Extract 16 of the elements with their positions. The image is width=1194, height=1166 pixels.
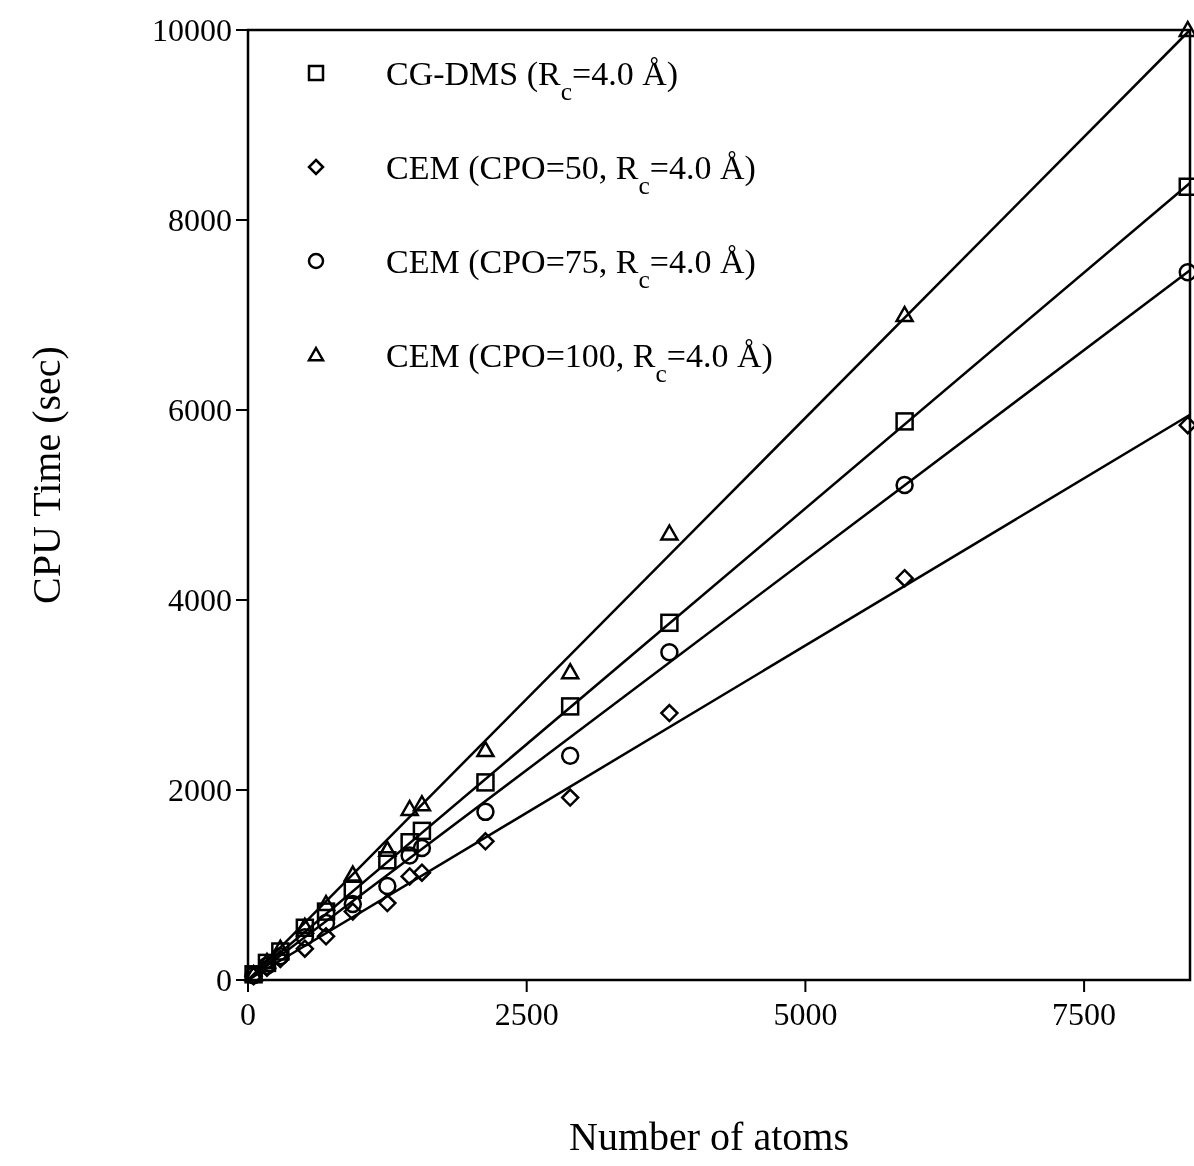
x-axis-title: Number of atoms bbox=[569, 1114, 849, 1159]
legend-label: CEM (CPO=75, R$_{c}$=4.0 Å) bbox=[386, 243, 756, 294]
x-tick-label: 2500 bbox=[494, 996, 559, 1032]
legend-label: CG-DMS (R$_{c}$=4.0 Å) bbox=[386, 55, 679, 106]
x-tick-label: 5000 bbox=[773, 996, 838, 1032]
legend-label: CEM (CPO=50, R$_{c}$=4.0 Å) bbox=[386, 149, 756, 200]
y-tick-label: 0 bbox=[216, 962, 232, 998]
x-tick-label: 0 bbox=[240, 996, 256, 1032]
y-tick-label: 2000 bbox=[168, 772, 232, 808]
y-tick-label: 8000 bbox=[168, 202, 232, 238]
legend-label: CEM (CPO=100, R$_{c}$=4.0 Å) bbox=[386, 337, 773, 388]
y-tick-label: 6000 bbox=[168, 392, 232, 428]
y-tick-label: 4000 bbox=[168, 582, 232, 618]
y-axis-title: CPU Time (sec) bbox=[24, 346, 69, 604]
y-tick-label: 10000 bbox=[152, 12, 232, 48]
x-tick-label: 7500 bbox=[1052, 996, 1117, 1032]
